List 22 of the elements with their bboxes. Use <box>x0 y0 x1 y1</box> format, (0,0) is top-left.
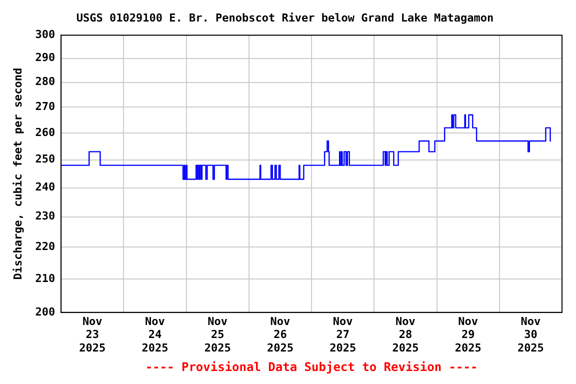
y-tick-label: 210 <box>35 272 56 285</box>
x-tick-label: Nov 29 2025 <box>454 314 482 354</box>
x-tick-label: Nov 28 2025 <box>392 314 419 354</box>
x-tick-label: Nov 25 2025 <box>204 314 231 354</box>
y-tick-label: 240 <box>35 180 56 194</box>
text: ---- Provisional Data Subject to Revision ---- <box>145 360 478 374</box>
x-tick-label: Nov 27 2025 <box>330 314 356 354</box>
y-axis-title: Discharge, cubic feet per second <box>11 68 24 280</box>
y-tick-label: 300 <box>35 28 56 42</box>
x-tick-label: Nov 26 2025 <box>266 314 294 354</box>
x-tick-label: Nov 23 2025 <box>79 314 106 354</box>
y-tick-label: 260 <box>35 126 56 139</box>
x-tick-label: Nov 30 2025 <box>517 314 544 354</box>
y-tick-label: 280 <box>35 75 56 88</box>
y-tick-label: 230 <box>35 210 56 223</box>
x-tick-label: Nov 24 2025 <box>142 314 168 354</box>
y-tick-label: 290 <box>35 51 56 64</box>
y-tick-label: 270 <box>35 100 56 114</box>
y-tick-label: 200 <box>35 305 56 318</box>
chart-title: USGS 01029100 E. Br. Penobscot River below Grand Lake Matagamon <box>76 11 494 24</box>
y-tick-label: 220 <box>35 240 56 254</box>
y-tick-label: 250 <box>35 152 56 166</box>
